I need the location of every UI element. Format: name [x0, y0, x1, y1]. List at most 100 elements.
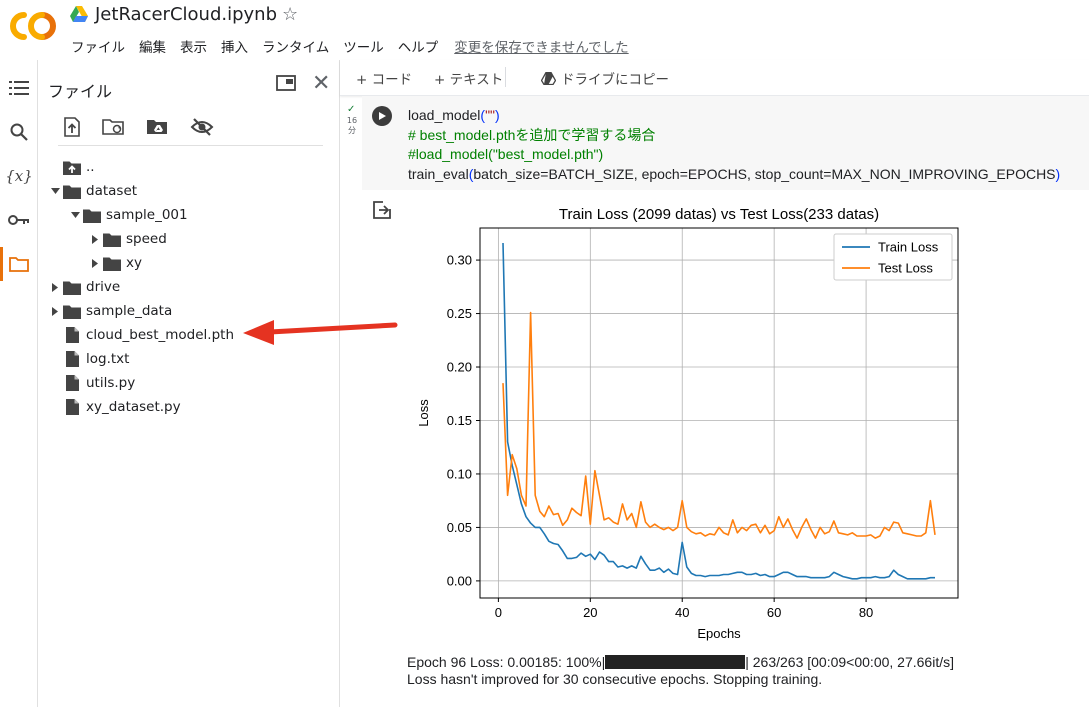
folder-icon: [102, 230, 122, 248]
tree-item[interactable]: xy_dataset.py: [48, 395, 181, 419]
add-code-button[interactable]: + コード: [356, 72, 413, 88]
legend-label: Train Loss: [878, 240, 939, 255]
tree-item-label: ..: [86, 159, 95, 175]
caret-down-icon[interactable]: [68, 208, 82, 222]
tree-item[interactable]: speed: [88, 227, 167, 251]
tree-item[interactable]: log.txt: [48, 347, 129, 371]
save-warning-link[interactable]: 変更を保存できませんでした: [454, 40, 629, 56]
add-text-button[interactable]: + テキスト: [434, 72, 504, 88]
tree-item[interactable]: xy: [88, 251, 142, 275]
run-cell-button[interactable]: [372, 106, 392, 126]
y-tick-label: 0.30: [447, 253, 472, 268]
caret-down-icon[interactable]: [48, 184, 62, 198]
x-axis-label: Epochs: [697, 626, 741, 641]
folder-icon: [62, 182, 82, 200]
caret-right-icon[interactable]: [88, 256, 102, 270]
progress-bar: [605, 655, 746, 669]
caret-right-icon[interactable]: [48, 280, 62, 294]
menu-insert[interactable]: 挿入: [221, 40, 248, 56]
tree-item[interactable]: drive: [48, 275, 120, 299]
code-editor[interactable]: load_model("") # best_model.pthを追加で学習する場合…: [362, 96, 1089, 190]
menu-bar: ファイル 編集 表示 挿入 ランタイム ツール ヘルプ 変更を保存できませんでし…: [71, 36, 629, 56]
x-tick-label: 20: [583, 605, 597, 620]
exec-duration: 16 分: [346, 116, 358, 136]
code-text[interactable]: load_model("") # best_model.pthを追加で学習する場合…: [408, 106, 1060, 184]
code-line: load_model(""): [408, 107, 500, 123]
menu-file[interactable]: ファイル: [71, 40, 125, 56]
code-line: # best_model.pthを追加で学習する場合: [408, 126, 656, 143]
code-cell: ✓ 16 分 load_model("") # best_model.pthを追加で…: [340, 96, 1089, 707]
drive-outline-icon: [541, 71, 556, 85]
y-tick-label: 0.25: [447, 306, 472, 321]
file-icon: [62, 326, 82, 344]
tree-item-label: speed: [126, 231, 167, 247]
menu-help[interactable]: ヘルプ: [397, 40, 439, 56]
tree-item[interactable]: sample_data: [48, 299, 172, 323]
tree-item-label: sample_001: [106, 207, 188, 223]
menu-view[interactable]: 表示: [180, 40, 207, 56]
tree-item-label: drive: [86, 279, 121, 295]
hide-icon[interactable]: [188, 114, 216, 140]
caret-spacer: [48, 328, 62, 342]
folder-icon[interactable]: [0, 247, 38, 281]
exec-status-check: ✓: [347, 104, 356, 115]
output-menu-icon[interactable]: [372, 200, 392, 220]
refresh-folder-icon[interactable]: [100, 114, 128, 140]
caret-right-icon[interactable]: [88, 232, 102, 246]
upload-icon[interactable]: [58, 114, 86, 140]
caret-spacer: [48, 352, 62, 366]
menu-tools[interactable]: ツール: [343, 40, 384, 56]
series-line-test-loss: [502, 311, 936, 539]
open-in-window-icon[interactable]: [276, 75, 296, 91]
toc-icon[interactable]: [0, 71, 38, 105]
tree-item[interactable]: dataset: [48, 179, 137, 203]
chart-title: Train Loss (2099 datas) vs Test Loss(233…: [559, 206, 879, 223]
file-icon: [62, 398, 82, 416]
star-icon[interactable]: ☆: [282, 4, 299, 25]
exec-duration-value: 16 分: [346, 116, 358, 135]
tree-item[interactable]: utils.py: [48, 371, 135, 395]
notebook-toolbar: + コード + テキスト ドライブにコピー: [340, 60, 1089, 96]
caret-right-icon[interactable]: [48, 304, 62, 318]
tree-item[interactable]: sample_001: [68, 203, 188, 227]
folder-icon: [62, 302, 82, 320]
toolbar-divider: [505, 67, 506, 87]
tree-item[interactable]: ..: [48, 155, 95, 179]
tree-item-label: utils.py: [86, 375, 136, 391]
tree-item-label: xy: [126, 255, 142, 271]
menu-edit[interactable]: 編集: [139, 40, 166, 56]
active-indicator: [0, 247, 3, 281]
x-tick-label: 40: [675, 605, 689, 620]
output-line-1-suffix: | 263/263 [00:09<00:00, 27.66it/s]: [745, 654, 954, 670]
folder-up-icon: [62, 158, 82, 176]
variables-icon[interactable]: {x}: [0, 159, 38, 193]
variables-label: {x}: [5, 167, 33, 185]
tree-item[interactable]: cloud_best_model.pth: [48, 323, 234, 347]
x-tick-label: 0: [495, 605, 502, 620]
series-line-train-loss: [502, 242, 935, 580]
red-arrow-annotation: [243, 320, 398, 345]
mount-drive-icon[interactable]: [144, 114, 172, 140]
notebook-title[interactable]: JetRacerCloud.ipynb: [95, 4, 278, 25]
y-tick-label: 0.00: [447, 573, 472, 588]
folder-icon: [82, 206, 102, 224]
key-icon[interactable]: [0, 203, 38, 237]
y-tick-label: 0.05: [447, 520, 472, 535]
tree-item-label: log.txt: [86, 351, 130, 367]
close-icon[interactable]: ✕: [312, 71, 331, 96]
file-icon: [62, 350, 82, 368]
y-axis-label: Loss: [416, 399, 431, 427]
y-tick-label: 0.15: [447, 413, 472, 428]
menu-runtime[interactable]: ランタイム: [262, 40, 330, 56]
copy-to-drive-button[interactable]: ドライブにコピー: [541, 68, 669, 88]
google-drive-icon: [70, 6, 88, 22]
tree-item-label: sample_data: [86, 303, 173, 319]
x-tick-label: 60: [767, 605, 781, 620]
loss-chart: Train Loss (2099 datas) vs Test Loss(233…: [414, 202, 980, 652]
x-tick-label: 80: [859, 605, 873, 620]
folder-icon: [102, 254, 122, 272]
search-icon[interactable]: [0, 115, 38, 149]
file-panel: ファイル ✕ .. dataset sample_001 speed xy drive sa…: [38, 60, 340, 707]
legend-label: Test Loss: [878, 261, 933, 276]
colab-logo-icon[interactable]: [10, 8, 56, 44]
